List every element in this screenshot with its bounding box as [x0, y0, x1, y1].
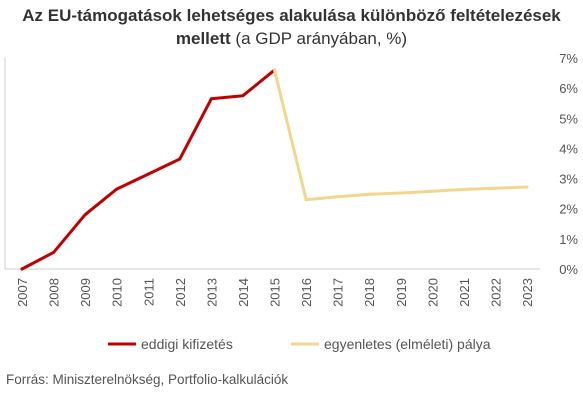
x-tick-label: 2015: [268, 278, 283, 307]
series-line-2: [273, 68, 529, 202]
source-note: Forrás: Miniszterelnökség, Portfolio-kal…: [6, 372, 289, 387]
y-tick-label: 5%: [559, 111, 578, 126]
x-tick-label: 2022: [488, 278, 503, 307]
data-point: [399, 191, 403, 195]
y-tick-label: 0%: [559, 262, 578, 277]
y-tick-label: 3%: [559, 172, 578, 187]
chart-legend: eddigi kifizetés egyenletes (elméleti) pá…: [108, 336, 491, 352]
x-tick-label: 2021: [457, 278, 472, 307]
chart-axes: 0% 1% 2% 3% 4% 5% 6% 7% 2007 2008 2009 2010 2011 2012…: [4, 51, 578, 307]
chart-title-unit: (a GDP arányában, %): [235, 29, 408, 48]
x-tick-label: 2007: [15, 278, 30, 307]
y-tick-label: 7%: [559, 51, 578, 66]
data-point: [241, 94, 245, 98]
legend-label: egyenletes (elméleti) pálya: [324, 336, 491, 352]
data-point: [273, 68, 276, 72]
x-tick-label: 2018: [362, 278, 377, 307]
x-tick-label: 2016: [299, 278, 314, 307]
data-point: [304, 198, 308, 202]
data-point: [178, 157, 182, 161]
data-point: [209, 97, 213, 101]
data-point: [20, 267, 24, 271]
x-tick-label: 2017: [331, 278, 346, 307]
x-tick-label: 2019: [394, 278, 409, 307]
data-point: [493, 186, 497, 190]
y-tick-label: 6%: [559, 81, 578, 96]
y-tick-label: 2%: [559, 202, 578, 217]
chart-title: Az EU-támogatások lehetséges alakulása k…: [0, 4, 583, 50]
chart-title-bold: Az EU-támogatások lehetséges alakulása k…: [22, 6, 561, 48]
legend-label: eddigi kifizetés: [141, 336, 233, 352]
series-line-1: [20, 68, 276, 271]
y-tick-label: 4%: [559, 141, 578, 156]
data-point: [525, 185, 529, 189]
x-tick-label: 2023: [520, 278, 535, 307]
data-point: [83, 213, 87, 217]
x-tick-label: 2008: [47, 278, 62, 307]
x-tick-label: 2009: [78, 278, 93, 307]
data-point: [146, 172, 150, 176]
data-point: [430, 189, 434, 193]
x-tick-label: 2013: [204, 278, 219, 307]
data-point: [52, 250, 56, 254]
x-tick-label: 2012: [173, 278, 188, 307]
x-tick-label: 2010: [110, 278, 125, 307]
data-point: [115, 187, 119, 191]
data-point: [336, 195, 340, 199]
data-point: [462, 187, 466, 191]
chart-series-lines: [20, 68, 529, 271]
data-point: [367, 192, 371, 196]
x-tick-label: 2014: [236, 278, 251, 307]
x-tick-label: 2011: [141, 278, 156, 306]
x-tick-label: 2020: [425, 278, 440, 307]
y-tick-label: 1%: [559, 232, 578, 247]
